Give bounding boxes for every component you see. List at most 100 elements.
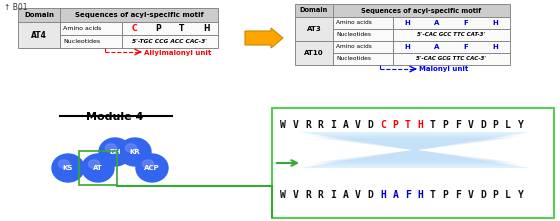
Polygon shape [318, 138, 513, 150]
Text: P: P [155, 24, 161, 33]
Text: H: H [405, 44, 410, 50]
Ellipse shape [58, 160, 69, 168]
Bar [393, 17, 510, 29]
Text: DH: DH [109, 149, 121, 155]
Ellipse shape [52, 154, 84, 182]
Polygon shape [306, 150, 524, 166]
Text: V: V [292, 120, 298, 130]
Text: L: L [505, 120, 511, 130]
Text: T: T [405, 120, 411, 130]
Ellipse shape [88, 160, 100, 168]
Bar [60, 35, 122, 48]
Text: Module 4: Module 4 [86, 112, 144, 122]
Bar [18, 8, 218, 22]
Text: H: H [380, 190, 386, 200]
Text: T: T [430, 190, 436, 200]
Polygon shape [306, 134, 524, 150]
Text: L: L [505, 190, 511, 200]
Bar [122, 22, 218, 35]
Text: W: W [280, 190, 286, 200]
Text: A: A [343, 120, 348, 130]
Bar [393, 41, 510, 53]
Text: ACP: ACP [144, 165, 160, 171]
Text: D: D [480, 120, 486, 130]
Ellipse shape [125, 144, 137, 152]
Bar [393, 29, 510, 41]
Text: I: I [330, 190, 336, 200]
Text: F: F [455, 120, 461, 130]
Text: Domain: Domain [300, 8, 328, 13]
Ellipse shape [82, 154, 114, 182]
Text: H: H [418, 190, 423, 200]
Text: KS: KS [63, 165, 73, 171]
Text: D: D [480, 190, 486, 200]
Text: F: F [455, 190, 461, 200]
Text: F: F [464, 44, 469, 50]
Ellipse shape [142, 160, 153, 168]
Text: AT10: AT10 [304, 50, 324, 56]
Text: Y: Y [517, 120, 524, 130]
Bar [333, 17, 393, 29]
Text: H: H [203, 24, 209, 33]
Bar [333, 53, 393, 65]
Text: H: H [418, 120, 423, 130]
Bar [60, 22, 122, 35]
Bar [79, 151, 117, 185]
Text: 5'-CAC GCC TTC CAT-3': 5'-CAC GCC TTC CAT-3' [417, 32, 486, 38]
Text: Sequences of acyl-specific motif: Sequences of acyl-specific motif [74, 12, 203, 18]
Text: H: H [492, 20, 498, 26]
Bar [122, 35, 218, 48]
Text: D: D [367, 120, 374, 130]
Text: Y: Y [517, 190, 524, 200]
Text: V: V [292, 190, 298, 200]
Text: AT3: AT3 [307, 26, 321, 32]
Text: V: V [468, 120, 473, 130]
Text: A: A [393, 190, 398, 200]
Polygon shape [318, 150, 513, 162]
Text: P: P [442, 190, 449, 200]
Text: I: I [330, 120, 336, 130]
Text: Nucleotides: Nucleotides [336, 32, 371, 38]
Text: A: A [434, 20, 440, 26]
Text: P: P [393, 120, 398, 130]
Polygon shape [300, 150, 530, 168]
Polygon shape [311, 150, 519, 164]
Text: 5'-TGC CCG ACC CAC-3': 5'-TGC CCG ACC CAC-3' [133, 39, 208, 44]
Text: KR: KR [129, 149, 141, 155]
Text: F: F [405, 190, 411, 200]
Bar [18, 22, 60, 48]
Text: AT: AT [93, 165, 103, 171]
Text: T: T [179, 24, 185, 33]
Text: V: V [355, 190, 361, 200]
Text: R: R [318, 120, 324, 130]
FancyArrow shape [245, 28, 283, 48]
Text: H: H [492, 44, 498, 50]
Text: Amino acids: Amino acids [336, 21, 372, 25]
Text: R: R [318, 190, 324, 200]
Text: C: C [380, 120, 386, 130]
Ellipse shape [105, 144, 116, 152]
Text: R: R [305, 120, 311, 130]
Text: V: V [468, 190, 473, 200]
Text: Nucleotides: Nucleotides [63, 39, 100, 44]
Text: A: A [434, 44, 440, 50]
Bar [295, 41, 333, 65]
Text: D: D [367, 190, 374, 200]
Text: Sequences of acyl-specific motif: Sequences of acyl-specific motif [361, 8, 482, 13]
Text: V: V [355, 120, 361, 130]
Text: C: C [131, 24, 137, 33]
Polygon shape [300, 132, 530, 150]
Text: P: P [493, 190, 498, 200]
Text: T: T [430, 120, 436, 130]
Bar [393, 53, 510, 65]
Text: R: R [305, 190, 311, 200]
Polygon shape [300, 132, 530, 150]
Text: Amino acids: Amino acids [336, 44, 372, 50]
Text: W: W [280, 120, 286, 130]
Bar [295, 4, 510, 17]
Text: Amino acids: Amino acids [63, 26, 101, 31]
Polygon shape [311, 136, 519, 150]
Text: Nucleotides: Nucleotides [336, 57, 371, 61]
Text: Allylmalonyl unit: Allylmalonyl unit [144, 50, 211, 55]
Ellipse shape [119, 138, 151, 166]
